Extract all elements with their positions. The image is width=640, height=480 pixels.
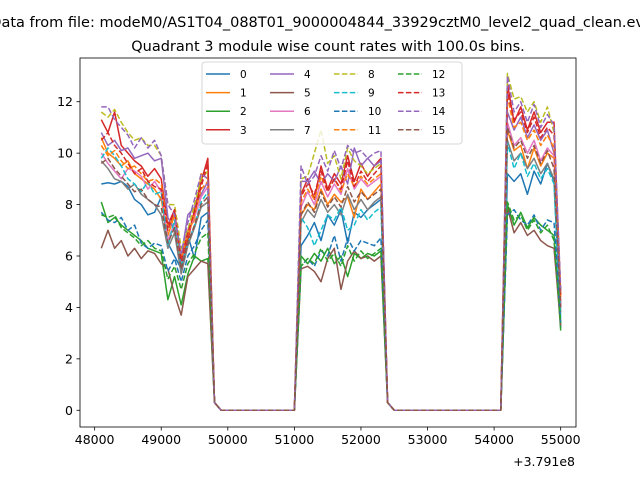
legend-label: 6 bbox=[304, 106, 311, 118]
x-tick-label: 55000 bbox=[541, 432, 581, 447]
y-tick-label: 10 bbox=[57, 146, 73, 161]
chart-title: Quadrant 3 module wise count rates with … bbox=[131, 39, 525, 55]
x-tick-label: 54000 bbox=[474, 432, 514, 447]
legend-label: 5 bbox=[304, 88, 311, 100]
series-line-14 bbox=[101, 75, 562, 412]
legend-item-2: 2 bbox=[206, 106, 247, 118]
series-lines bbox=[100, 72, 562, 412]
legend-item-9: 9 bbox=[334, 88, 375, 100]
x-offset-label: +3.791e8 bbox=[513, 454, 575, 469]
legend-label: 13 bbox=[432, 88, 445, 100]
legend-label: 2 bbox=[240, 106, 247, 118]
legend-label: 11 bbox=[368, 125, 381, 137]
series-line-5 bbox=[100, 206, 562, 412]
legend-item-8: 8 bbox=[334, 69, 375, 81]
legend-item-5: 5 bbox=[270, 88, 311, 100]
y-tick-label: 6 bbox=[65, 249, 73, 264]
y-tick-label: 4 bbox=[65, 300, 73, 315]
legend-item-11: 11 bbox=[334, 125, 381, 137]
series-line-15 bbox=[100, 126, 562, 412]
legend-label: 9 bbox=[368, 88, 375, 100]
legend-item-13: 13 bbox=[398, 88, 445, 100]
x-tick-label: 51000 bbox=[274, 432, 314, 447]
x-tick-label: 50000 bbox=[208, 432, 248, 447]
y-tick-label: 2 bbox=[65, 351, 73, 366]
y-tick-label: 12 bbox=[57, 94, 73, 109]
axes-frame bbox=[79, 57, 577, 428]
series-line-13 bbox=[100, 90, 562, 412]
legend-label: 4 bbox=[304, 69, 311, 81]
y-tick-label: 0 bbox=[65, 403, 73, 418]
series-line-2 bbox=[100, 201, 562, 412]
figure-suptitle: Data from file: modeM0/AS1T04_088T01_900… bbox=[0, 15, 640, 31]
legend-item-0: 0 bbox=[206, 69, 247, 81]
legend-label: 10 bbox=[368, 106, 381, 118]
series-line-12 bbox=[101, 201, 562, 412]
series-line-4 bbox=[100, 111, 562, 412]
legend-item-15: 15 bbox=[398, 125, 445, 137]
x-tick-label: 52000 bbox=[341, 432, 381, 447]
legend-item-7: 7 bbox=[270, 125, 311, 137]
legend-item-3: 3 bbox=[206, 125, 247, 137]
legend-label: 1 bbox=[240, 88, 247, 100]
legend-label: 14 bbox=[432, 106, 446, 118]
series-line-0 bbox=[101, 162, 562, 412]
legend-item-4: 4 bbox=[270, 69, 311, 81]
legend-item-1: 1 bbox=[206, 88, 247, 100]
legend-item-14: 14 bbox=[398, 106, 446, 118]
series-line-3 bbox=[100, 82, 562, 412]
series-line-10 bbox=[100, 208, 562, 412]
legend-label: 8 bbox=[368, 69, 375, 81]
y-tick-label: 8 bbox=[65, 197, 73, 212]
series-line-6 bbox=[100, 121, 562, 412]
legend-label: 0 bbox=[240, 69, 247, 81]
legend-label: 15 bbox=[432, 125, 445, 137]
plot-area bbox=[100, 72, 562, 412]
series-line-11 bbox=[100, 95, 562, 412]
x-tick-label: 49000 bbox=[141, 432, 181, 447]
legend-box bbox=[201, 61, 463, 145]
series-line-1 bbox=[100, 129, 562, 412]
legend-label: 12 bbox=[432, 69, 445, 81]
legend-item-12: 12 bbox=[398, 69, 445, 81]
legend-item-6: 6 bbox=[270, 106, 311, 118]
axes: 48000 49000 50000 51000 52000 53000 54000 55000… bbox=[57, 57, 581, 447]
legend-item-10: 10 bbox=[334, 106, 381, 118]
x-tick-label: 53000 bbox=[408, 432, 448, 447]
legend-label: 3 bbox=[240, 125, 247, 137]
x-tick-label: 48000 bbox=[75, 432, 115, 447]
legend-label: 7 bbox=[304, 125, 311, 137]
